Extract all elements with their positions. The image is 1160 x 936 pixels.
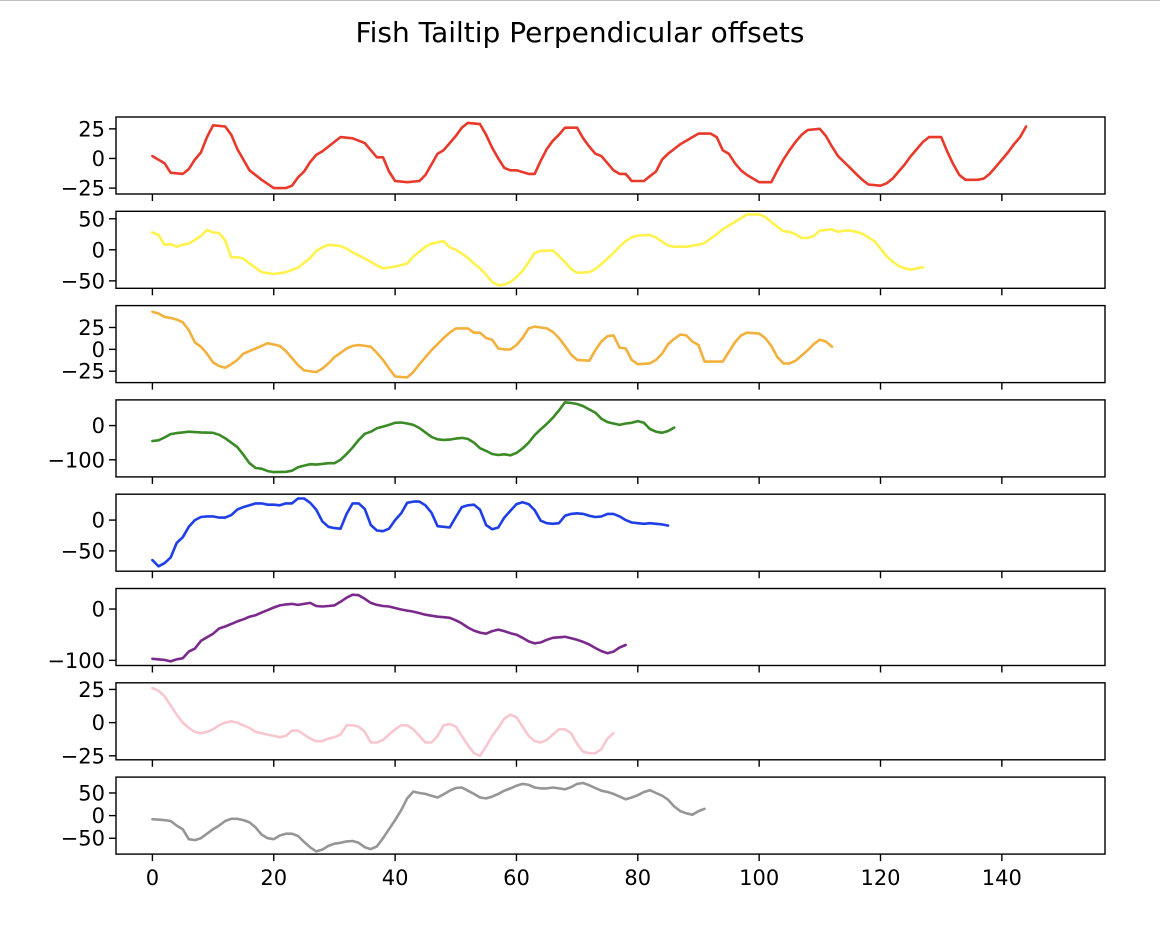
series-2-y-tick-label: 0 bbox=[92, 238, 105, 262]
series-1-y-tick-label: −25 bbox=[61, 177, 105, 201]
series-1-y-tick-label: 25 bbox=[78, 117, 105, 141]
series-5-y-tick-label: −50 bbox=[61, 539, 105, 563]
series-6-line bbox=[151, 593, 627, 663]
series-6-panel-frame bbox=[115, 587, 1106, 667]
x-tick-label: 60 bbox=[503, 866, 530, 890]
series-3-y-tick-label: 25 bbox=[78, 316, 105, 340]
series-3-y-tick-label: 0 bbox=[92, 338, 105, 362]
x-tick-label: 120 bbox=[860, 866, 900, 890]
series-2-y-tick-label: 50 bbox=[78, 207, 105, 231]
x-tick-label: 0 bbox=[146, 866, 159, 890]
series-7-panel-frame bbox=[115, 682, 1106, 761]
series-7-y-tick-label: 25 bbox=[78, 678, 105, 702]
series-6-y-tick-label: −100 bbox=[47, 649, 105, 673]
chart-title: Fish Tailtip Perpendicular offsets bbox=[355, 16, 805, 49]
series-7-line bbox=[151, 686, 615, 758]
series-2-line bbox=[151, 213, 925, 287]
series-3-panel-frame bbox=[115, 304, 1106, 384]
series-4-line bbox=[151, 401, 676, 474]
series-2-y-tick-label: −50 bbox=[61, 269, 105, 293]
top-rule bbox=[0, 0, 1160, 1]
series-8-line bbox=[151, 781, 706, 853]
series-6-y-tick-label: 0 bbox=[92, 598, 105, 622]
x-tick-label: 100 bbox=[739, 866, 779, 890]
series-7-y-tick-label: −25 bbox=[61, 744, 105, 768]
series-8-y-tick-label: 50 bbox=[78, 781, 105, 805]
series-5-line bbox=[151, 497, 670, 568]
series-7-y-tick-label: 0 bbox=[92, 711, 105, 735]
series-5-y-tick-label: 0 bbox=[92, 509, 105, 533]
series-8-panel-frame bbox=[115, 776, 1106, 855]
series-4-y-tick-label: 0 bbox=[92, 414, 105, 438]
series-1-line bbox=[151, 121, 1028, 190]
series-3-y-tick-label: −25 bbox=[61, 360, 105, 384]
series-8-y-tick-label: 0 bbox=[92, 804, 105, 828]
series-1-y-tick-label: 0 bbox=[92, 147, 105, 171]
series-5-panel-frame bbox=[115, 493, 1106, 572]
series-4-y-tick-label: −100 bbox=[47, 448, 105, 472]
series-2-panel-frame bbox=[115, 210, 1106, 290]
x-tick-label: 20 bbox=[260, 866, 287, 890]
series-3-line bbox=[151, 310, 834, 379]
x-tick-label: 140 bbox=[982, 866, 1022, 890]
x-tick-label: 40 bbox=[382, 866, 409, 890]
series-1-panel-frame bbox=[115, 116, 1106, 195]
x-tick-label: 80 bbox=[624, 866, 651, 890]
series-4-panel-frame bbox=[115, 399, 1106, 478]
series-8-y-tick-label: −50 bbox=[61, 827, 105, 851]
